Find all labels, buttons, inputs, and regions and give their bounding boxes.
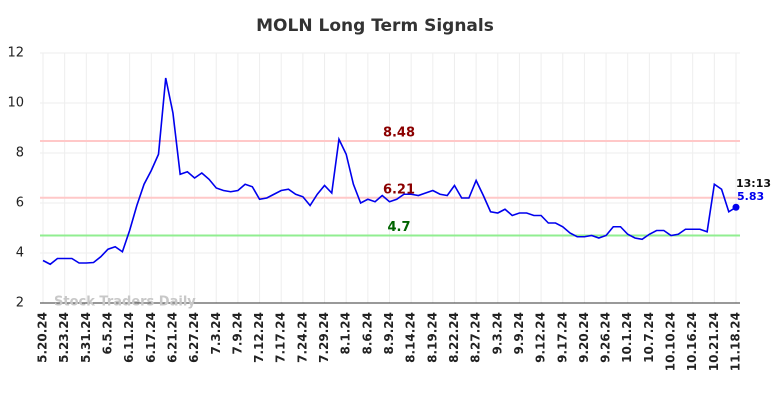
x-tick-label: 7.12.24 bbox=[252, 312, 266, 363]
x-tick-label: 10.10.24 bbox=[664, 312, 678, 371]
y-tick-label: 4 bbox=[16, 246, 24, 261]
y-tick-label: 10 bbox=[7, 96, 24, 111]
x-tick-label: 6.21.24 bbox=[165, 312, 179, 363]
last-point bbox=[732, 203, 740, 211]
x-tick-label: 9.12.24 bbox=[534, 312, 548, 363]
x-tick-label: 10.7.24 bbox=[642, 312, 656, 363]
x-tick-label: 8.27.24 bbox=[469, 312, 483, 363]
y-tick-label: 2 bbox=[16, 296, 24, 311]
y-tick-label: 12 bbox=[7, 46, 24, 61]
x-tick-label: 6.27.24 bbox=[187, 312, 201, 363]
x-tick-label: 6.11.24 bbox=[122, 312, 136, 363]
chart-title: MOLN Long Term Signals bbox=[256, 16, 494, 36]
y-tick-label: 6 bbox=[16, 196, 24, 211]
last-value: 5.83 bbox=[737, 190, 764, 203]
x-tick-label: 5.20.24 bbox=[36, 312, 50, 363]
x-tick-label: 9.3.24 bbox=[490, 312, 504, 355]
x-tick-label: 9.20.24 bbox=[577, 312, 591, 363]
x-tick-label: 8.6.24 bbox=[360, 312, 374, 355]
x-tick-label: 9.9.24 bbox=[512, 312, 526, 355]
watermark: Stock Traders Daily bbox=[54, 295, 196, 310]
x-tick-label: 7.17.24 bbox=[274, 312, 288, 363]
x-tick-label: 10.21.24 bbox=[707, 312, 721, 371]
x-tick-label: 8.22.24 bbox=[447, 312, 461, 363]
x-tick-label: 8.1.24 bbox=[339, 312, 353, 355]
y-tick-label: 8 bbox=[16, 146, 24, 161]
x-tick-label: 9.17.24 bbox=[555, 312, 569, 363]
x-tick-label: 8.19.24 bbox=[425, 312, 439, 363]
x-tick-label: 6.17.24 bbox=[144, 312, 158, 363]
x-tick-label: 8.9.24 bbox=[382, 312, 396, 355]
x-tick-label: 10.1.24 bbox=[620, 312, 634, 363]
reference-label: 4.7 bbox=[387, 220, 410, 235]
x-tick-label: 7.24.24 bbox=[295, 312, 309, 363]
x-tick-label: 7.9.24 bbox=[230, 312, 244, 355]
x-tick-label: 11.18.24 bbox=[729, 312, 743, 371]
reference-label: 8.48 bbox=[383, 126, 415, 141]
reference-label: 6.21 bbox=[383, 182, 415, 197]
x-tick-label: 5.31.24 bbox=[79, 312, 93, 363]
x-tick-label: 10.16.24 bbox=[685, 312, 699, 371]
price-line bbox=[42, 77, 737, 266]
x-tick-label: 5.23.24 bbox=[57, 312, 71, 363]
last-time: 13:13 bbox=[736, 177, 771, 190]
x-tick-label: 6.5.24 bbox=[100, 312, 114, 355]
x-tick-label: 9.26.24 bbox=[599, 312, 613, 363]
x-tick-label: 7.29.24 bbox=[317, 312, 331, 363]
x-tick-label: 8.14.24 bbox=[404, 312, 418, 363]
x-tick-label: 7.3.24 bbox=[209, 312, 223, 355]
